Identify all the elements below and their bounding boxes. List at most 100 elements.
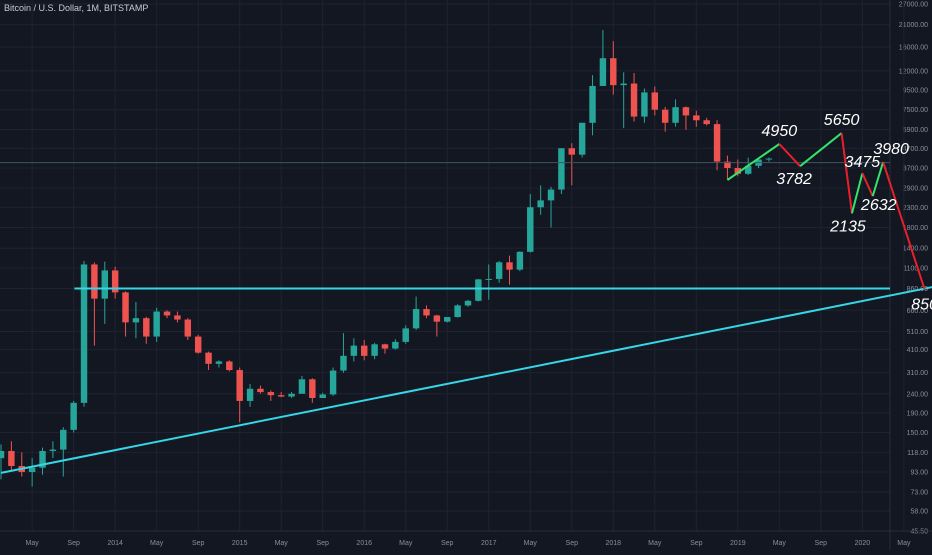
projection-label: 2632	[860, 197, 897, 214]
candle-body	[412, 309, 420, 329]
candle-body	[340, 355, 347, 371]
projection-segment	[799, 132, 843, 167]
candle-body	[122, 292, 129, 323]
candle-body	[205, 352, 212, 364]
y-tick-label: 5900.00	[903, 127, 928, 134]
y-tick-label: 660.00	[907, 308, 929, 315]
projection-segment	[778, 143, 801, 167]
x-tick-label: Sep	[192, 540, 205, 547]
candle-body	[153, 311, 160, 337]
projection-label: 5650	[824, 112, 860, 129]
candle-body	[111, 270, 119, 293]
x-tick-label: Sep	[67, 540, 80, 547]
candle-body	[60, 429, 67, 450]
candle-body	[174, 315, 181, 320]
x-tick-label: May	[399, 540, 413, 547]
x-tick-label: 2015	[232, 540, 248, 547]
x-tick-label: May	[773, 540, 787, 547]
candle-body	[143, 318, 150, 337]
candle-body	[516, 251, 524, 270]
candle-body	[485, 278, 492, 280]
candle-body	[381, 344, 389, 349]
candle-body	[91, 264, 98, 299]
projection-label: 3475	[845, 154, 881, 171]
candle-body	[39, 450, 46, 468]
trendline	[0, 286, 932, 474]
candle-body	[350, 345, 358, 356]
candle-body	[703, 120, 710, 125]
y-tick-label: 58.00	[910, 508, 928, 515]
y-tick-label: 1800.00	[903, 225, 928, 232]
candle-body	[194, 336, 202, 353]
x-tick-label: 2016	[356, 540, 372, 547]
candle-body	[454, 305, 461, 318]
x-tick-label: 2014	[107, 540, 123, 547]
projection-segment	[726, 143, 780, 181]
candle-body	[682, 107, 690, 116]
projection-label: 2135	[829, 218, 866, 235]
y-tick-label: 93.00	[910, 470, 928, 477]
candle-body	[713, 124, 721, 162]
candle-body	[506, 262, 513, 270]
projection-segment	[882, 161, 926, 290]
y-tick-label: 410.00	[907, 347, 929, 354]
candle-body	[651, 92, 659, 110]
candle-body	[661, 109, 669, 123]
candle-body	[70, 402, 77, 430]
y-tick-label: 45.50	[910, 529, 928, 536]
candle-body	[641, 92, 648, 117]
candle-body	[8, 450, 15, 467]
x-tick-label: Sep	[316, 540, 329, 547]
candle-body	[329, 370, 337, 395]
projection-label: 4950	[762, 123, 798, 140]
y-tick-label: 510.00	[907, 329, 929, 336]
candle-body	[423, 309, 430, 316]
projection-segment	[861, 172, 874, 197]
candle-body	[620, 83, 627, 86]
y-tick-label: 190.00	[907, 411, 929, 418]
x-tick-label: 2019	[730, 540, 746, 547]
candle-body	[537, 200, 544, 208]
candle-body	[319, 394, 326, 398]
candle-body	[163, 311, 171, 316]
candle-body	[298, 379, 306, 394]
candle-body	[433, 315, 441, 322]
y-tick-label: 3700.00	[903, 166, 928, 173]
candle-body	[101, 270, 108, 299]
projection-label: 3980	[873, 141, 909, 158]
y-tick-label: 1100.00	[903, 266, 928, 273]
candle-body	[724, 161, 731, 169]
candle-body	[765, 158, 773, 160]
y-tick-label: 12000.00	[899, 68, 928, 75]
x-tick-label: May	[648, 540, 662, 547]
y-tick-label: 7500.00	[903, 107, 928, 114]
y-tick-label: 240.00	[907, 391, 929, 398]
candle-body	[28, 467, 36, 473]
candle-body	[444, 317, 451, 322]
y-tick-label: 27000.00	[899, 2, 928, 9]
candle-body	[475, 279, 482, 301]
candle-body	[402, 328, 409, 342]
candle-body	[547, 189, 555, 201]
x-tick-label: 2018	[605, 540, 621, 547]
projection-segment	[871, 161, 885, 197]
chart-title: Bitcoin / U.S. Dollar, 1M, BITSTAMP	[4, 3, 149, 13]
candle-body	[309, 379, 316, 398]
candle-body	[184, 319, 192, 337]
y-tick-label: 9500.00	[903, 88, 928, 95]
y-tick-label: 1400.00	[903, 246, 928, 253]
x-tick-label: Sep	[690, 540, 703, 547]
projection-segment	[840, 132, 853, 214]
candle-body	[371, 344, 378, 356]
y-tick-label: 2900.00	[903, 186, 928, 193]
candle-body	[744, 165, 752, 174]
candle-body	[361, 345, 368, 356]
y-tick-label: 21000.00	[899, 22, 928, 29]
x-tick-label: May	[26, 540, 40, 547]
candle-body	[226, 361, 233, 371]
candle-body	[80, 264, 88, 403]
candle-body	[392, 341, 399, 349]
